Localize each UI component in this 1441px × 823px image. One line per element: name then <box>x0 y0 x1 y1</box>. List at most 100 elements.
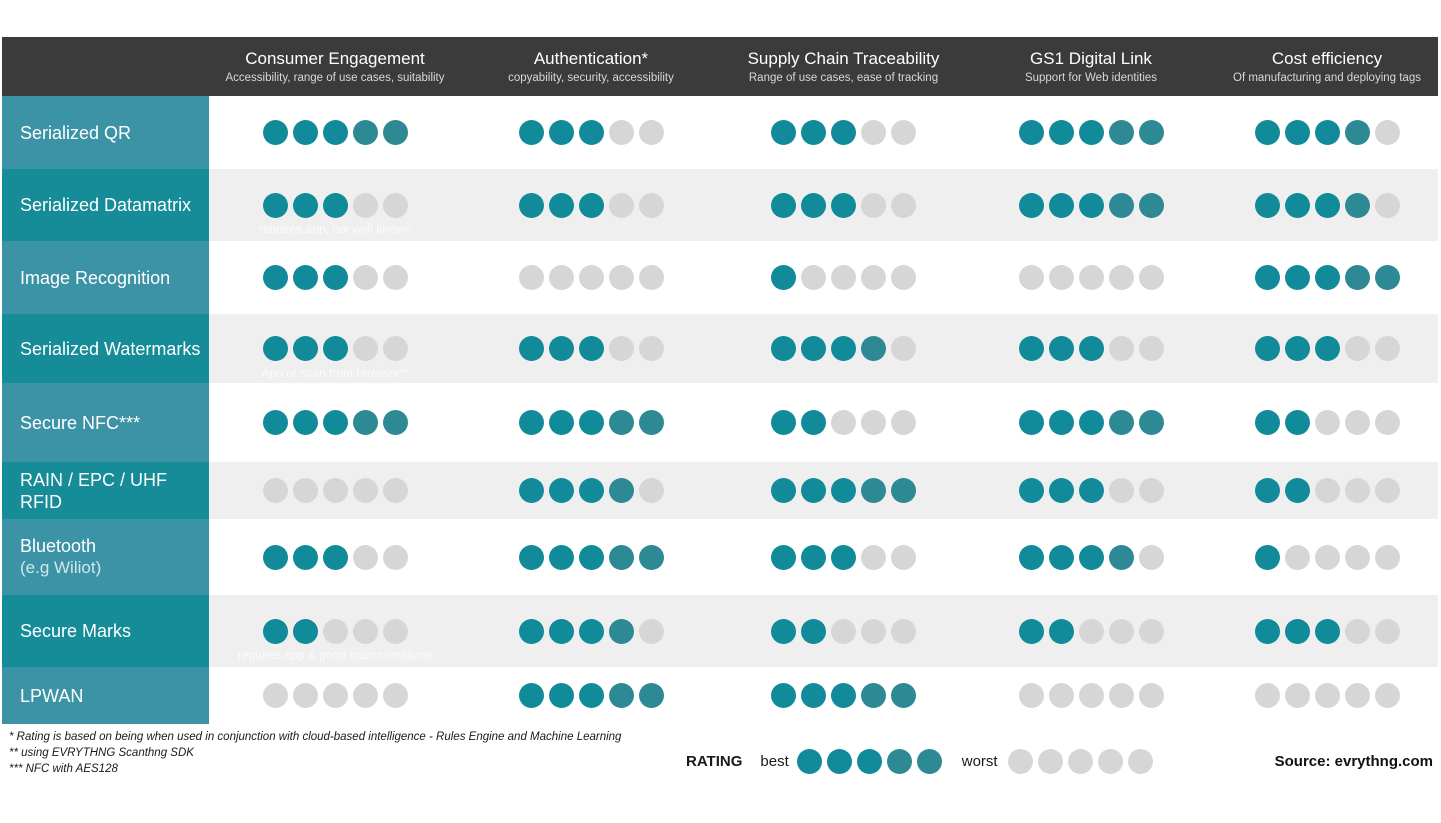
rating-dot-empty <box>322 478 348 503</box>
rating-dot-filled <box>1138 120 1164 145</box>
rating-dot-filled <box>1344 265 1370 290</box>
rating-dot-filled <box>1108 544 1134 570</box>
rating-dot-empty <box>1108 683 1134 708</box>
table-row: Bluetooth (e.g Wiliot) <box>2 519 1438 595</box>
rating-dot-empty <box>1374 192 1400 218</box>
column-header: Consumer Engagement Accessibility, range … <box>209 37 461 96</box>
rating-dot-empty <box>638 336 664 361</box>
rating-dot-empty <box>1138 618 1164 644</box>
rating-dot-filled <box>548 618 574 644</box>
rating-dot-filled <box>548 192 574 218</box>
row-label: LPWAN <box>2 667 209 724</box>
table-row: LPWAN <box>2 667 1438 724</box>
rating-dot-filled <box>1018 544 1044 570</box>
rating-cell: requires app, not well known <box>209 169 461 241</box>
rating-dot-filled <box>578 683 604 708</box>
rating-dot-empty <box>322 618 348 644</box>
matrix-rows: Serialized QR Serialized Datamatrix requir… <box>2 96 1438 724</box>
rating-dot-filled <box>771 410 796 435</box>
rating-dot-filled <box>801 478 826 503</box>
rating-dot-empty <box>891 120 916 145</box>
rating-dot-filled <box>608 410 634 435</box>
rating-dot-filled <box>322 265 348 290</box>
rating-dots <box>1018 683 1164 708</box>
rating-cell <box>721 169 966 241</box>
rating-dot-filled <box>518 192 544 218</box>
rating-dot-filled <box>322 192 348 218</box>
rating-dot-empty <box>1344 618 1370 644</box>
rating-dot-filled <box>1284 410 1310 435</box>
rating-dot-empty <box>1374 544 1400 570</box>
rating-dot-filled <box>801 120 826 145</box>
rating-cell <box>966 462 1216 519</box>
rating-legend-best-label: best <box>760 753 789 770</box>
rating-cell <box>966 169 1216 241</box>
rating-dot-empty <box>638 120 664 145</box>
rating-dot-filled <box>801 336 826 361</box>
rating-dot-filled <box>578 192 604 218</box>
rating-dot-filled <box>771 478 796 503</box>
rating-dot-empty <box>262 478 288 503</box>
row-note: requires app, not well known <box>258 222 412 236</box>
header-corner <box>2 37 209 96</box>
rating-dots <box>771 618 916 644</box>
column-title: Authentication* <box>533 49 649 68</box>
rating-dot-filled <box>771 336 796 361</box>
rating-cell <box>461 241 721 314</box>
rating-dot-empty <box>1108 336 1134 361</box>
rating-dot-empty <box>891 544 916 570</box>
rating-dot-filled <box>578 544 604 570</box>
rating-dot-filled <box>262 336 288 361</box>
rating-dots <box>1018 120 1164 145</box>
rating-dot-filled <box>1254 192 1280 218</box>
rating-dot-empty <box>1108 478 1134 503</box>
rating-dot-empty <box>1018 265 1044 290</box>
rating-dot-filled <box>608 478 634 503</box>
rating-dot-filled <box>1254 120 1280 145</box>
rating-cell <box>721 595 966 667</box>
rating-dot-empty <box>292 478 318 503</box>
rating-dot-filled <box>831 683 856 708</box>
rating-dot-filled <box>578 120 604 145</box>
column-header: GS1 Digital Link Support for Web identiti… <box>966 37 1216 96</box>
rating-dots <box>518 192 664 218</box>
rating-dot-filled <box>1344 192 1370 218</box>
rating-dot-filled <box>1138 410 1164 435</box>
rating-dot-filled <box>262 120 288 145</box>
rating-dot-filled <box>1078 120 1104 145</box>
rating-dots <box>518 120 664 145</box>
rating-dot-empty <box>608 265 634 290</box>
rating-dot-filled <box>771 683 796 708</box>
legend-dot-filled <box>796 749 822 774</box>
rating-dot-empty <box>891 192 916 218</box>
rating-cell <box>721 383 966 462</box>
rating-dot-filled <box>352 410 378 435</box>
rating-dot-empty <box>801 265 826 290</box>
rating-dot-filled <box>608 544 634 570</box>
rating-dot-filled <box>548 544 574 570</box>
rating-dot-filled <box>518 336 544 361</box>
rating-dot-empty <box>1314 478 1340 503</box>
column-header: Authentication* copyability, security, ac… <box>461 37 721 96</box>
rating-cell <box>209 241 461 314</box>
row-label: Secure NFC*** <box>2 383 209 462</box>
rating-dot-empty <box>352 192 378 218</box>
rating-dots <box>1254 192 1400 218</box>
legend-dot-filled <box>886 749 912 774</box>
rating-dot-filled <box>1048 618 1074 644</box>
rating-dot-filled <box>861 478 886 503</box>
rating-dot-empty <box>608 120 634 145</box>
rating-dot-filled <box>1018 192 1044 218</box>
rating-dot-empty <box>382 544 408 570</box>
row-note: requires app & good scan conditions <box>237 648 433 662</box>
rating-cell <box>209 383 461 462</box>
rating-dot-empty <box>518 265 544 290</box>
rating-dots <box>518 544 664 570</box>
column-header: Supply Chain Traceability Range of use ca… <box>721 37 966 96</box>
row-label-text: RAIN / EPC / UHF RFID <box>20 469 168 512</box>
rating-cell: App or scan from browser** <box>209 314 461 383</box>
rating-dot-empty <box>608 192 634 218</box>
rating-dot-filled <box>831 478 856 503</box>
rating-cell: requires app & good scan conditions <box>209 595 461 667</box>
rating-dots <box>771 336 916 361</box>
